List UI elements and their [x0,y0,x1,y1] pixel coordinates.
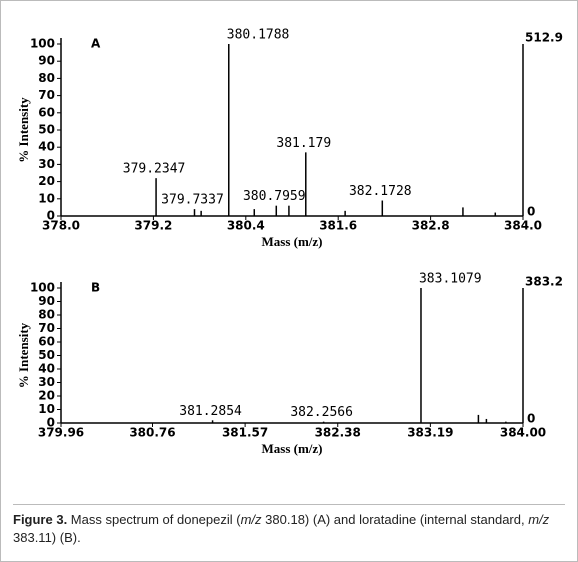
y-tick-label: 0 [47,209,55,223]
x-tick-label: 381.57 [222,426,268,440]
scale-bottom: 0 [527,205,535,219]
y-tick-label: 10 [38,191,55,205]
caption-text: m/z [528,512,550,527]
y-axis-label: % Intensity [16,322,31,388]
caption-text: m/z [240,512,262,527]
caption-text: 380.18) (A) and loratadine (internal sta… [261,512,529,527]
y-tick-label: 30 [38,375,55,389]
y-tick-label: 100 [30,37,55,51]
y-tick-label: 60 [38,105,55,119]
x-tick-label: 382.38 [315,426,361,440]
peak-label: 382.2566 [290,405,353,420]
x-tick-label: 384.00 [500,426,546,440]
scale-bottom: 0 [527,412,535,426]
x-tick-label: 381.6 [319,219,357,233]
y-tick-label: 30 [38,157,55,171]
y-tick-label: 80 [38,308,55,322]
y-tick-label: 60 [38,335,55,349]
panel-label: A [91,37,101,51]
y-axis-label: % Intensity [16,97,31,163]
caption-text: 383.11) (B). [13,530,81,545]
x-tick-label: 379.96 [38,426,84,440]
peak-label: 379.7337 [161,193,224,208]
x-tick-label: 379.2 [134,219,172,233]
y-tick-label: 80 [38,71,55,85]
y-tick-label: 50 [38,123,55,137]
y-tick-label: 40 [38,362,55,376]
y-tick-label: 20 [38,389,55,403]
x-tick-label: 378.0 [42,219,80,233]
x-tick-label: 382.8 [412,219,450,233]
x-axis-label: Mass (m/z) [261,234,322,249]
y-tick-label: 40 [38,140,55,154]
y-tick-label: 70 [38,88,55,102]
y-tick-label: 0 [47,416,55,430]
x-tick-label: 380.4 [227,219,265,233]
peak-label: 383.1079 [419,272,482,287]
y-tick-label: 20 [38,174,55,188]
y-tick-label: 10 [38,402,55,416]
panel-label: B [91,281,100,295]
x-tick-label: 380.76 [129,426,175,440]
y-tick-label: 70 [38,321,55,335]
scale-top: 512.9 [525,31,563,45]
caption-text: Mass spectrum of donepezil ( [67,512,241,527]
x-tick-label: 383.19 [407,426,453,440]
y-tick-label: 100 [30,281,55,295]
y-tick-label: 90 [38,294,55,308]
peak-label: 380.7959 [243,189,306,204]
caption: Figure 3. Mass spectrum of donepezil (m/… [13,504,565,547]
y-tick-label: 50 [38,348,55,362]
peak-label: 381.2854 [179,404,242,419]
x-tick-label: 384.0 [504,219,542,233]
peak-label: 380.1788 [227,28,290,43]
peak-label: 379.2347 [123,162,186,177]
x-axis-label: Mass (m/z) [261,441,322,456]
y-tick-label: 90 [38,54,55,68]
scale-top: 383.2 [525,275,563,289]
peak-label: 381.179 [276,136,331,151]
caption-label: Figure 3. [13,512,68,527]
peak-label: 382.1728 [349,184,412,199]
